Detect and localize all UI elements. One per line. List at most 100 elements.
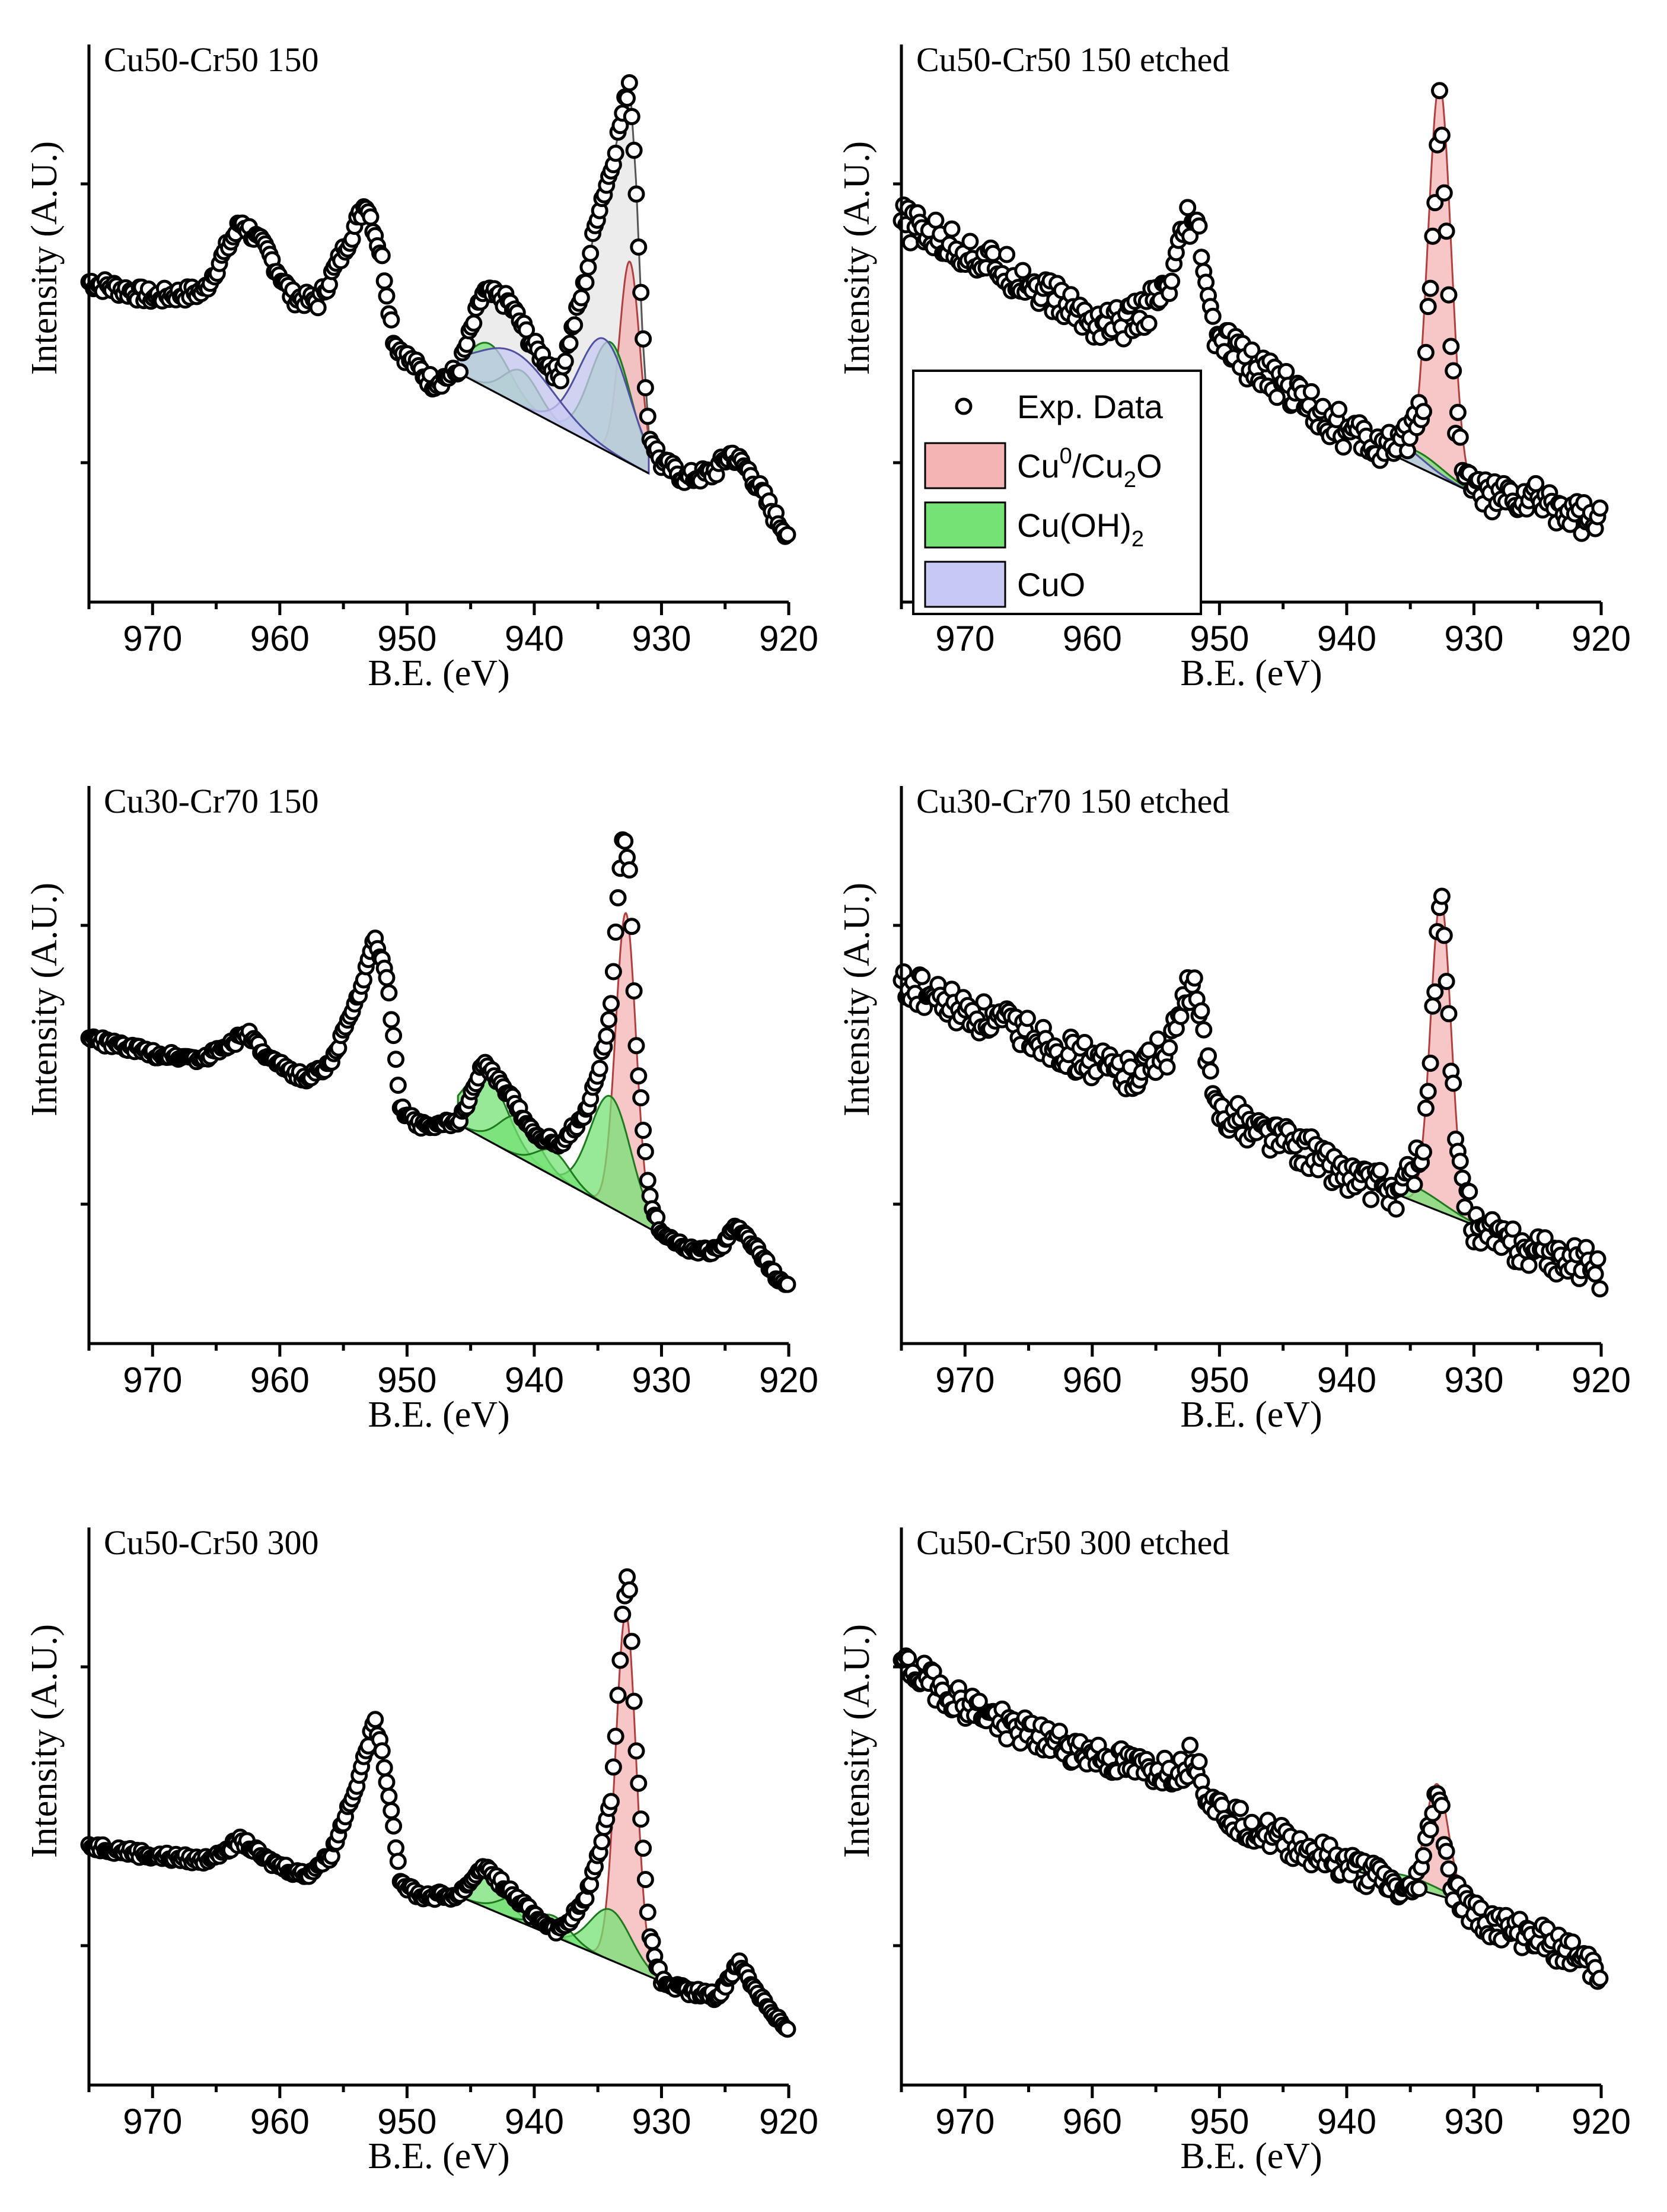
x-tick-label: 970: [935, 619, 995, 658]
legend-label-part: O: [1136, 447, 1162, 485]
data-point: [961, 233, 979, 250]
exp-data-points: [893, 887, 1609, 1298]
data-point: [627, 1742, 645, 1760]
y-axis-title: Intensity (A.U.): [837, 141, 877, 375]
data-point: [625, 982, 643, 1000]
data-point: [572, 289, 590, 307]
x-tick-label: 960: [250, 1360, 310, 1400]
data-point: [1442, 338, 1460, 355]
data-point: [636, 1871, 654, 1888]
data-point: [1268, 389, 1286, 406]
data-point: [975, 993, 993, 1011]
data-point: [1410, 1880, 1428, 1898]
x-tick-label: 970: [123, 1360, 182, 1400]
x-axis-title: B.E. (eV): [1180, 1395, 1322, 1435]
x-tick-label: 920: [1572, 619, 1631, 658]
data-point: [593, 1833, 611, 1851]
data-point: [1334, 438, 1352, 456]
data-point: [1591, 1280, 1609, 1298]
data-point: [378, 287, 396, 305]
data-point: [630, 238, 648, 256]
data-point: [1445, 1074, 1462, 1092]
data-point: [1161, 1039, 1178, 1056]
data-point: [1193, 1002, 1210, 1020]
data-point: [1437, 222, 1455, 240]
data-point: [375, 272, 393, 290]
x-tick-label: 940: [505, 1360, 564, 1400]
data-point: [970, 1692, 988, 1710]
legend-swatch: [924, 442, 1006, 489]
legend-label-part: 2: [1124, 467, 1136, 492]
data-point: [1387, 1200, 1405, 1218]
data-point: [1185, 969, 1203, 987]
exp-data-points: [80, 831, 796, 1293]
data-point: [1195, 1021, 1213, 1039]
data-point: [385, 1817, 403, 1835]
data-point: [1589, 1250, 1607, 1268]
data-point: [620, 74, 638, 91]
data-point: [1445, 362, 1462, 380]
data-point: [1504, 1220, 1522, 1238]
data-point: [609, 889, 627, 906]
data-point: [927, 211, 945, 229]
x-axis-title: B.E. (eV): [1180, 2136, 1322, 2176]
data-point: [1204, 307, 1222, 325]
x-tick-label: 920: [759, 2102, 818, 2141]
data-point: [616, 832, 634, 850]
data-point: [998, 246, 1016, 263]
legend-entry: Cu0/Cu2O: [924, 442, 1162, 492]
chart-panel-6: 970 960 950 940 930 920 B.E. (eV) Intensity (A.…: [837, 1523, 1631, 2176]
x-tick-label: 950: [1190, 2102, 1249, 2141]
x-tick-label: 930: [632, 1360, 691, 1400]
data-point: [362, 208, 380, 226]
data-point: [383, 311, 400, 329]
panel-title: Cu30-Cr70 150 etched: [916, 782, 1229, 820]
data-point: [636, 379, 654, 397]
fit-background-line: [457, 371, 649, 475]
data-point: [1163, 272, 1181, 290]
data-point: [779, 2020, 796, 2038]
data-point: [643, 1933, 661, 1950]
x-tick-label: 940: [505, 2102, 564, 2141]
data-point: [1440, 1860, 1458, 1878]
data-point: [1421, 279, 1439, 297]
data-point: [779, 1275, 796, 1293]
legend-entry: Cu(OH)2: [924, 501, 1144, 552]
data-point: [607, 144, 624, 162]
data-point: [639, 408, 656, 425]
data-point: [1440, 1005, 1458, 1023]
data-point: [309, 299, 327, 317]
data-point: [1190, 1753, 1208, 1771]
data-point: [1140, 314, 1158, 332]
x-tick-label: 940: [1317, 1360, 1376, 1400]
data-point: [451, 363, 469, 381]
data-point: [1591, 499, 1609, 517]
data-point: [984, 244, 1002, 262]
data-point: [385, 1027, 403, 1045]
data-point: [375, 1759, 393, 1777]
legend-label-part: Cu: [1017, 447, 1060, 485]
data-point: [387, 1051, 404, 1068]
data-point: [1417, 343, 1435, 361]
data-point: [378, 969, 396, 986]
data-point: [604, 1758, 622, 1776]
panel-title: Cu50-Cr50 300: [104, 1523, 319, 1562]
data-point: [1437, 973, 1455, 990]
x-tick-label: 920: [759, 619, 818, 658]
data-point: [373, 247, 391, 265]
x-tick-label: 920: [1572, 2102, 1631, 2141]
data-point: [1440, 286, 1458, 304]
data-point: [1426, 983, 1444, 1001]
data-point: [636, 1143, 654, 1160]
y-axis-title: Intensity (A.U.): [24, 883, 65, 1116]
data-point: [1417, 1099, 1435, 1117]
data-point: [603, 995, 620, 1013]
data-point: [1437, 1842, 1455, 1860]
x-tick-label: 970: [935, 2102, 995, 2141]
data-point: [630, 1067, 648, 1085]
data-point: [632, 284, 650, 301]
data-point: [1213, 1796, 1231, 1814]
data-point: [1424, 997, 1442, 1015]
legend-label-part: /Cu: [1072, 447, 1124, 485]
